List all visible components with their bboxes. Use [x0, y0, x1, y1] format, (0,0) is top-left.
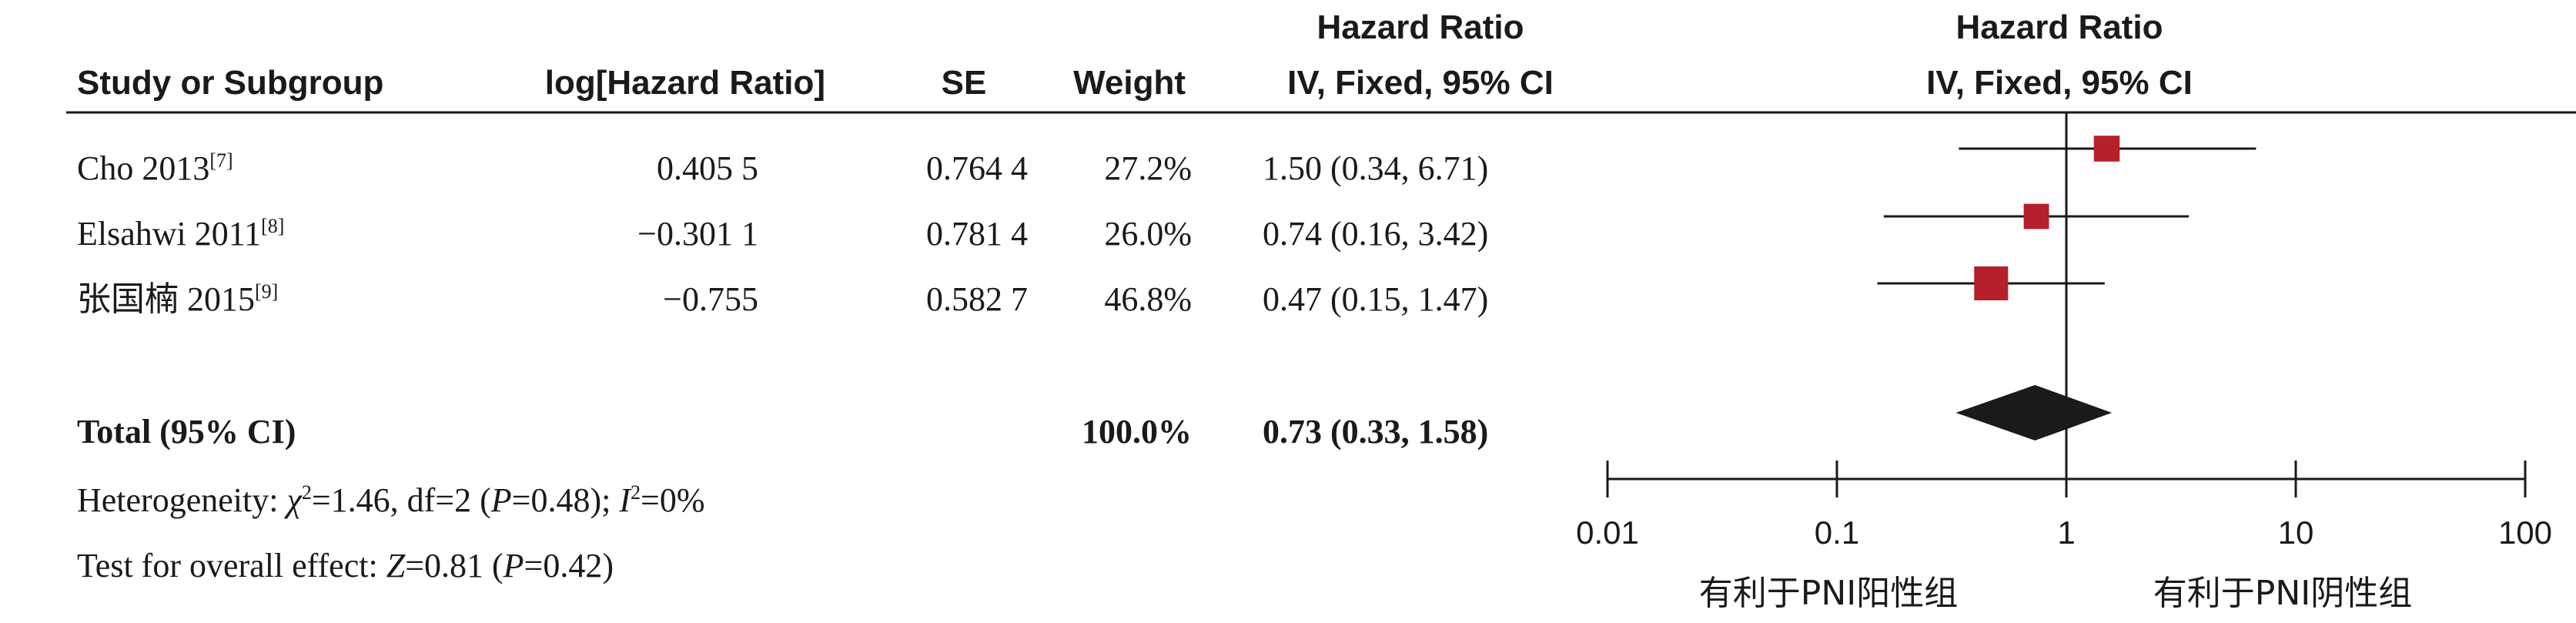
study-point-marker [1974, 266, 2009, 300]
study-se: 0.781 4 [926, 215, 1028, 253]
study-weight: 46.8% [1104, 280, 1192, 318]
study-loghr: −0.301 1 [637, 215, 758, 253]
total-label: Total (95% CI) [77, 413, 296, 451]
pooled-diamond [1955, 385, 2113, 440]
study-ref: [7] [209, 149, 233, 172]
x-tick-label: 0.01 [1576, 514, 1639, 551]
study-point-marker [2093, 136, 2120, 162]
x-tick-label: 1 [2057, 514, 2075, 551]
study-name: 张国楠 2015 [77, 280, 255, 318]
svg-text:Cho 2013[7]: Cho 2013[7] [77, 149, 233, 187]
study-ref: [9] [255, 280, 278, 303]
study-row: Elsahwi 2011[8] −0.301 1 0.781 4 26.0% 0… [77, 215, 1488, 253]
study-weight: 26.0% [1104, 215, 1192, 253]
total-row: Total (95% CI) 100.0% 0.73 (0.33, 1.58) [77, 413, 1488, 451]
header-plot-method: IV, Fixed, 95% CI [1926, 64, 2193, 102]
study-row: 张国楠 2015[9] −0.755 0.582 7 46.8% 0.47 (0… [77, 280, 1488, 318]
study-name: Cho 2013 [77, 149, 209, 187]
study-se: 0.582 7 [926, 280, 1028, 318]
x-tick-label: 100 [2498, 514, 2552, 551]
header-hr-title: Hazard Ratio [1317, 8, 1524, 46]
header-se: SE [942, 64, 987, 102]
favours-left-label: 有利于PNI阳性组 [1699, 574, 1958, 613]
study-weight: 27.2% [1104, 149, 1192, 187]
study-row: Cho 2013[7] 0.405 5 0.764 4 27.2% 1.50 (… [77, 149, 1488, 187]
favours-right-label: 有利于PNI阴性组 [2153, 574, 2412, 613]
total-weight: 100.0% [1082, 413, 1192, 451]
study-name: Elsahwi 2011 [77, 215, 261, 253]
overall-effect-text: Test for overall effect: Z=0.81 (P=0.42) [77, 547, 614, 584]
x-tick-label: 0.1 [1815, 514, 1859, 551]
study-ci: 1.50 (0.34, 6.71) [1263, 149, 1488, 187]
header-plot-title: Hazard Ratio [1956, 8, 2163, 46]
study-point-marker [2023, 203, 2049, 229]
svg-text:张国楠 2015[9]: 张国楠 2015[9] [77, 280, 278, 318]
header-loghr: log[Hazard Ratio] [545, 64, 825, 102]
study-loghr: −0.755 [663, 280, 758, 318]
header-weight: Weight [1073, 64, 1186, 102]
study-ci: 0.47 (0.15, 1.47) [1263, 280, 1488, 318]
heterogeneity-text: Heterogeneity: χ2=1.46, df=2 (P=0.48); I… [77, 481, 704, 519]
study-se: 0.764 4 [926, 149, 1028, 187]
study-loghr: 0.405 5 [657, 149, 758, 187]
x-axis-ticks: 0.01 0.1 1 10 100 [1576, 461, 2552, 551]
header-study: Study or Subgroup [77, 64, 383, 102]
total-ci: 0.73 (0.33, 1.58) [1263, 413, 1488, 451]
x-tick-label: 10 [2278, 514, 2314, 551]
forest-plot-area: 0.01 0.1 1 10 100 [1576, 112, 2552, 551]
header-hr-method: IV, Fixed, 95% CI [1287, 64, 1554, 102]
study-ref: [8] [261, 215, 284, 237]
svg-text:Elsahwi 2011[8]: Elsahwi 2011[8] [77, 215, 284, 253]
study-ci: 0.74 (0.16, 3.42) [1263, 215, 1488, 253]
study-ci-marks [1877, 136, 2257, 300]
